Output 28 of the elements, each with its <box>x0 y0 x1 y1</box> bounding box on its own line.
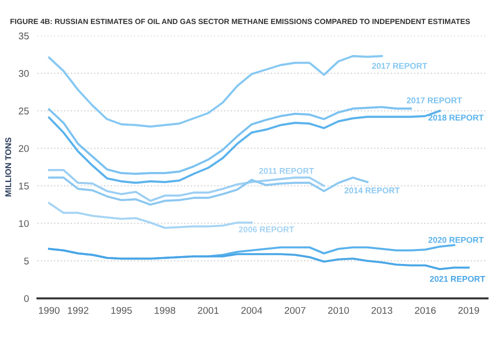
y-tick-label: 5 <box>24 258 29 264</box>
y-tick-label: 15 <box>19 182 29 190</box>
x-tick-label: 1995 <box>111 306 132 314</box>
y-tick-label: 35 <box>18 32 29 40</box>
y-tick-label: 20 <box>18 145 29 152</box>
x-tick-label: 2010 <box>328 306 349 314</box>
series-label: 2011 REPORT <box>259 168 314 174</box>
series-label: 2018 REPORT <box>428 114 484 121</box>
y-axis-title: MILLION TONS <box>5 138 12 196</box>
y-tick-label: 10 <box>19 220 29 227</box>
x-tick-label: 2019 <box>458 306 480 314</box>
x-tick-label: 1998 <box>154 306 176 314</box>
x-tick-label: 2013 <box>372 306 392 314</box>
series-label: 2014 REPORT <box>344 187 400 194</box>
series-label: 2017 REPORT <box>372 62 428 69</box>
x-tick-label: 2004 <box>241 306 262 314</box>
series-label: 2021 REPORT <box>430 276 486 282</box>
series-label: 2017 REPORT <box>406 97 462 104</box>
x-tick-label: 1992 <box>68 306 88 314</box>
x-tick-label: 2007 <box>284 306 306 314</box>
x-tick-label: 2001 <box>198 306 219 314</box>
y-tick-label: 25 <box>18 108 29 114</box>
x-tick-label: 1990 <box>39 306 60 314</box>
series-label: 2006 REPORT <box>238 226 294 232</box>
series-label: 2020 REPORT <box>428 236 484 243</box>
x-tick-label: 2016 <box>414 306 436 314</box>
y-tick-label: 30 <box>18 70 29 77</box>
y-tick-label: 0 <box>24 295 29 302</box>
